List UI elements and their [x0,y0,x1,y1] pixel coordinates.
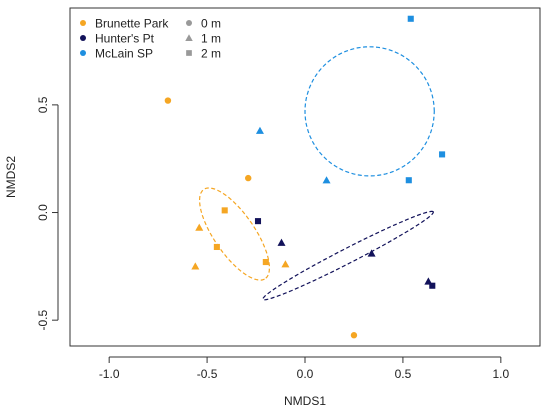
data-point [221,207,228,214]
legend-site-label: Hunter's Pt [95,32,155,46]
legend-depth-marker [186,20,192,26]
confidence-ellipse [262,210,434,301]
data-point [322,176,331,184]
data-point [255,126,264,134]
data-point [367,249,376,257]
axis-layer: -1.0 -0.5 0.0 0.5 1.0 -0.5 0.0 0.5 [36,96,509,381]
x-tick-label: -0.5 [197,367,218,381]
y-axis-label: NMDS2 [4,156,18,198]
data-point [191,262,200,270]
point-layer [164,15,446,339]
x-tick-label: 1.0 [492,367,509,381]
y-tick-label: -0.5 [36,310,50,331]
y-tick-label: 0.0 [36,204,50,221]
data-point [254,218,262,225]
legend-depth-marker [186,50,192,56]
data-point [195,223,204,231]
ellipse-layer [199,46,435,301]
legend-site-marker [80,35,86,41]
y-tick-label: 0.5 [36,96,50,113]
legend-depth-label: 0 m [201,17,221,31]
data-point [439,151,446,158]
legend-depth-label: 1 m [201,32,221,46]
data-point [405,177,412,184]
data-point [164,97,172,104]
data-point [213,243,220,251]
data-point [350,332,358,339]
x-tick-label: -1.0 [99,367,120,381]
legend-site-marker [80,50,86,56]
data-point [277,238,286,246]
x-axis-label: NMDS1 [284,394,326,408]
legend-depth-marker [185,34,193,41]
confidence-ellipse [199,187,270,281]
data-point [429,282,436,289]
data-point [281,260,290,268]
x-tick-label: 0.5 [395,367,412,381]
confidence-ellipse [304,46,435,177]
x-tick-label: 0.0 [297,367,314,381]
plot-frame [69,7,541,347]
data-point [245,174,252,182]
data-point [262,258,269,266]
legend-site-label: Brunette Park [95,17,169,31]
legend-depth-label: 2 m [201,47,221,61]
legend-site-label: McLain SP [95,47,153,61]
legend-site-marker [80,20,86,26]
data-point [407,15,414,22]
